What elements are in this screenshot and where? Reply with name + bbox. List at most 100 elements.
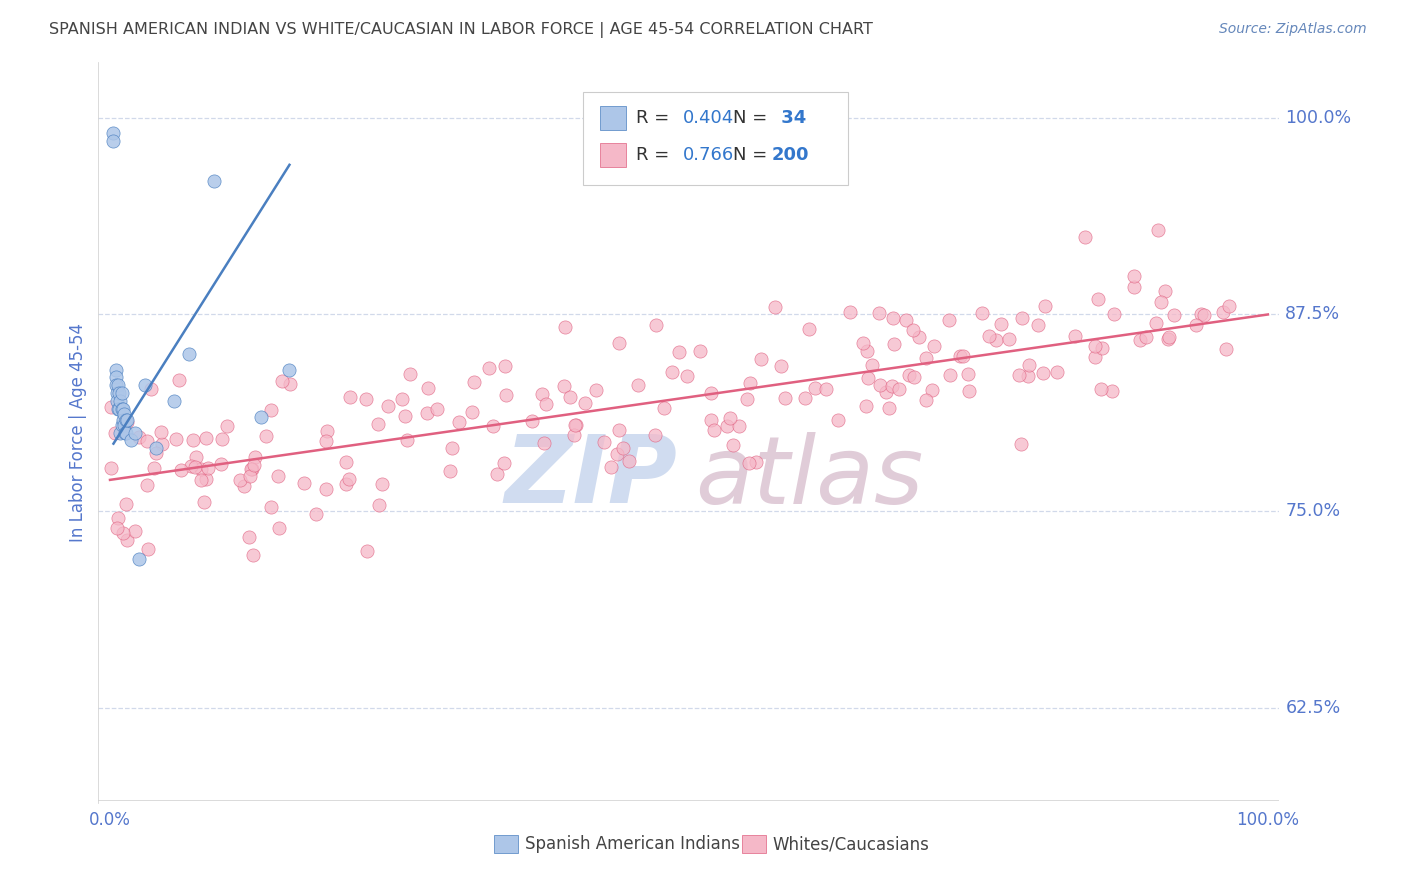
Point	[990, 317, 1012, 331]
Point	[115, 497, 138, 511]
Point	[439, 464, 461, 478]
Point	[371, 476, 394, 491]
Bar	[600, 106, 626, 130]
Point	[1018, 359, 1040, 373]
Point	[1218, 299, 1240, 313]
Point	[184, 460, 207, 475]
Point	[652, 401, 675, 415]
Point	[735, 392, 758, 406]
Point	[249, 409, 271, 424]
Point	[984, 334, 1007, 348]
Point	[335, 477, 357, 491]
Point	[139, 382, 162, 396]
Point	[135, 477, 157, 491]
Text: SPANISH AMERICAN INDIAN VS WHITE/CAUCASIAN IN LABOR FORCE | AGE 45-54 CORRELATIO: SPANISH AMERICAN INDIAN VS WHITE/CAUCASI…	[49, 22, 873, 38]
Point	[939, 368, 962, 383]
Point	[115, 415, 138, 429]
Point	[335, 455, 357, 469]
Point	[718, 410, 741, 425]
Point	[305, 507, 328, 521]
Point	[108, 402, 131, 417]
Point	[103, 126, 125, 140]
Point	[938, 312, 960, 326]
Y-axis label: In Labor Force | Age 45-54: In Labor Force | Age 45-54	[69, 323, 87, 542]
Point	[564, 418, 586, 433]
Point	[494, 359, 516, 374]
Point	[478, 360, 501, 375]
Point	[877, 401, 900, 415]
Point	[486, 467, 509, 481]
Point	[883, 336, 905, 351]
Point	[827, 412, 849, 426]
Point	[898, 368, 921, 383]
Point	[391, 392, 413, 406]
Point	[815, 382, 838, 396]
Point	[1150, 294, 1173, 309]
Point	[211, 432, 233, 446]
Point	[194, 431, 217, 445]
Point	[562, 427, 585, 442]
Point	[522, 414, 544, 428]
Point	[1215, 342, 1237, 356]
Point	[105, 394, 128, 409]
Text: 62.5%: 62.5%	[1285, 699, 1340, 717]
Point	[1026, 318, 1049, 332]
Point	[112, 526, 135, 541]
Point	[110, 402, 132, 417]
Point	[134, 378, 156, 392]
Point	[368, 498, 391, 512]
Point	[271, 374, 294, 388]
Text: 100.0%: 100.0%	[1285, 109, 1351, 127]
Point	[165, 432, 187, 446]
Point	[1084, 350, 1107, 364]
Text: 87.5%: 87.5%	[1285, 305, 1340, 324]
Point	[972, 306, 994, 320]
Point	[440, 441, 463, 455]
Point	[998, 332, 1021, 346]
Point	[243, 450, 266, 464]
Point	[689, 344, 711, 359]
Point	[1064, 329, 1087, 343]
Point	[107, 402, 129, 417]
Point	[661, 365, 683, 379]
Text: atlas: atlas	[695, 432, 924, 523]
Point	[190, 461, 212, 475]
Point	[115, 425, 138, 440]
Point	[128, 430, 150, 444]
Point	[163, 394, 186, 409]
Point	[915, 351, 938, 365]
Point	[112, 417, 135, 432]
Point	[115, 533, 138, 548]
Point	[461, 405, 484, 419]
Point	[267, 469, 290, 483]
Point	[105, 521, 128, 535]
Point	[716, 419, 738, 434]
Point	[703, 423, 725, 437]
Point	[145, 442, 167, 456]
Point	[243, 458, 266, 472]
Point	[882, 311, 904, 326]
Point	[749, 351, 772, 366]
Point	[120, 434, 142, 448]
Point	[952, 350, 974, 364]
Point	[530, 386, 553, 401]
Point	[115, 413, 138, 427]
Point	[896, 313, 918, 327]
Point	[107, 378, 129, 392]
Point	[209, 458, 232, 472]
Point	[1090, 382, 1112, 396]
Point	[254, 428, 277, 442]
Point	[554, 320, 576, 334]
Point	[599, 459, 621, 474]
Point	[278, 362, 301, 376]
Point	[315, 482, 337, 496]
Text: N =: N =	[733, 109, 773, 127]
Point	[228, 473, 250, 487]
Point	[202, 173, 225, 187]
Point	[533, 435, 555, 450]
Point	[921, 383, 943, 397]
Point	[242, 548, 264, 562]
Point	[260, 402, 283, 417]
Point	[553, 379, 575, 393]
Point	[110, 417, 132, 432]
